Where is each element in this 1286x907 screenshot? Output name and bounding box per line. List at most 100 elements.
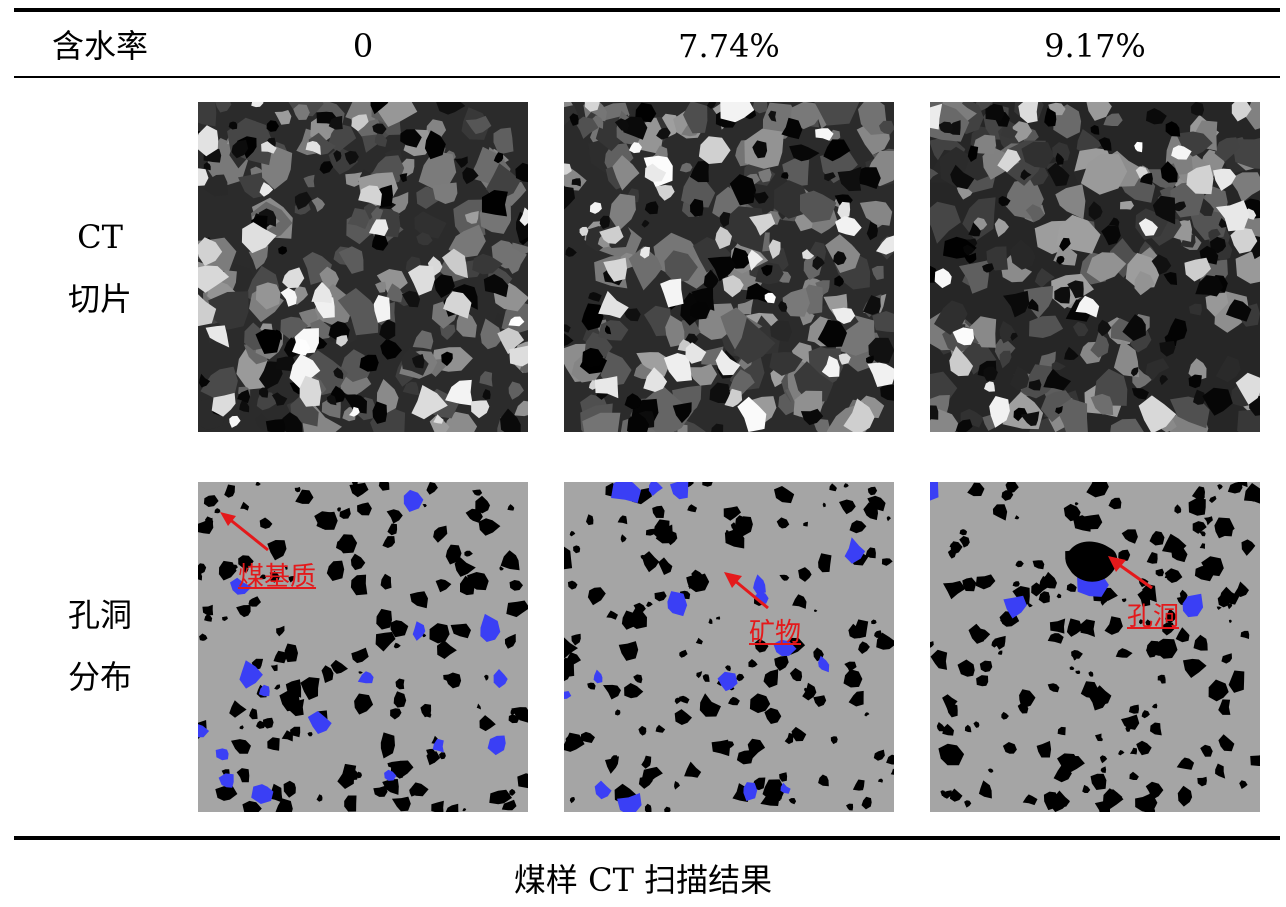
pore-blob	[1094, 799, 1111, 812]
ct-void	[1122, 314, 1146, 341]
ct-void	[1152, 195, 1176, 225]
ct-bright-grain	[584, 102, 600, 112]
ct-void	[401, 290, 421, 308]
ct-void	[689, 160, 710, 183]
ct-grain	[514, 400, 528, 417]
pore-blob	[433, 525, 448, 543]
ct-grain	[215, 102, 232, 113]
pore-blob	[829, 483, 837, 492]
ct-void	[768, 110, 777, 122]
pore-blob	[624, 683, 644, 699]
ct-bright-grain	[838, 353, 851, 365]
ct-grain	[782, 287, 810, 317]
ct-bright-grain	[685, 342, 707, 364]
ct-void	[237, 389, 251, 404]
ct-bright-grain	[1186, 164, 1214, 195]
pore-blob	[1199, 494, 1205, 501]
ct-void	[1098, 137, 1112, 151]
pore-blob	[349, 482, 369, 498]
ct-void	[1167, 318, 1188, 342]
ct-void	[955, 419, 973, 432]
mineral-blob	[648, 482, 663, 496]
ct-bright-grain	[411, 385, 448, 420]
pore-blob	[290, 726, 301, 738]
pore-blob	[728, 696, 740, 706]
ct-bright-grain	[598, 290, 629, 319]
mineral-blob	[258, 684, 270, 697]
pore-blob	[997, 650, 1003, 655]
ct-grain	[994, 218, 1009, 238]
pore-blob	[1129, 771, 1139, 780]
ct-void	[950, 164, 975, 190]
ct-grain	[681, 172, 716, 208]
pore-blob	[943, 790, 953, 799]
ct-void	[462, 167, 479, 185]
ct-bright-grain	[251, 102, 264, 108]
pore-blob	[281, 730, 293, 742]
pore-blob	[564, 732, 585, 752]
ct-void	[1160, 161, 1178, 183]
ct-grain	[679, 162, 693, 173]
ct-void	[1067, 280, 1084, 299]
ct-bright-grain	[198, 168, 209, 186]
ct-void	[1225, 299, 1252, 322]
ct-void	[255, 329, 281, 354]
ct-grain	[791, 342, 813, 368]
pore-blob	[198, 517, 214, 534]
pore-blob	[674, 709, 692, 725]
ct-void	[319, 161, 334, 174]
ct-void	[983, 366, 998, 382]
pore-blob	[1066, 583, 1077, 592]
pore-blob	[1228, 619, 1232, 624]
ct-slice-image-1	[564, 102, 894, 432]
pore-blob	[696, 671, 703, 679]
pore-blob	[445, 803, 459, 812]
ct-bright-grain	[205, 325, 230, 348]
mineral-blob	[215, 748, 229, 761]
ct-bright-grain	[949, 346, 974, 377]
ct-void	[333, 367, 344, 379]
ct-grain	[414, 211, 447, 239]
pore-blob	[1209, 495, 1217, 503]
ct-void	[275, 356, 296, 372]
pore-blob	[702, 674, 710, 682]
ct-grain	[1103, 113, 1123, 126]
pore-blob	[861, 796, 872, 810]
pore-blob	[620, 534, 627, 543]
pore-blob	[373, 785, 388, 797]
pore-blob	[779, 574, 790, 581]
ct-grain	[1188, 358, 1207, 382]
pore-blob	[300, 677, 320, 700]
ct-void	[379, 319, 396, 341]
large-pore	[1065, 541, 1118, 582]
ct-void	[938, 121, 954, 134]
pore-blob	[1219, 586, 1240, 605]
ct-void	[656, 127, 671, 140]
ct-void	[441, 351, 453, 367]
pore-blob	[1093, 685, 1112, 706]
ct-grain	[733, 317, 776, 365]
pore-blob	[1192, 521, 1207, 534]
ct-grain	[872, 311, 894, 333]
ct-void	[1013, 407, 1028, 422]
mineral-blob	[1182, 593, 1204, 618]
mineral-blob	[251, 784, 274, 804]
ct-grain	[1120, 200, 1134, 210]
pore-blob	[1071, 650, 1083, 659]
header-row-label: 含水率	[51, 27, 148, 65]
pore-blob	[1032, 560, 1045, 570]
pore-blob	[886, 754, 894, 765]
pore-blob	[580, 731, 595, 743]
pore-blob	[957, 659, 975, 677]
ct-bright-grain	[241, 222, 277, 254]
pore-blob	[617, 515, 628, 525]
ct-void	[854, 167, 881, 189]
pore-blob	[1240, 630, 1250, 639]
pore-blob	[338, 534, 358, 554]
pore-blob	[1073, 515, 1091, 532]
ct-grain	[800, 190, 837, 223]
ct-grain	[505, 257, 521, 274]
pore-blob	[1074, 502, 1079, 506]
ct-grain	[1025, 204, 1045, 223]
pore-blob	[1239, 780, 1248, 789]
